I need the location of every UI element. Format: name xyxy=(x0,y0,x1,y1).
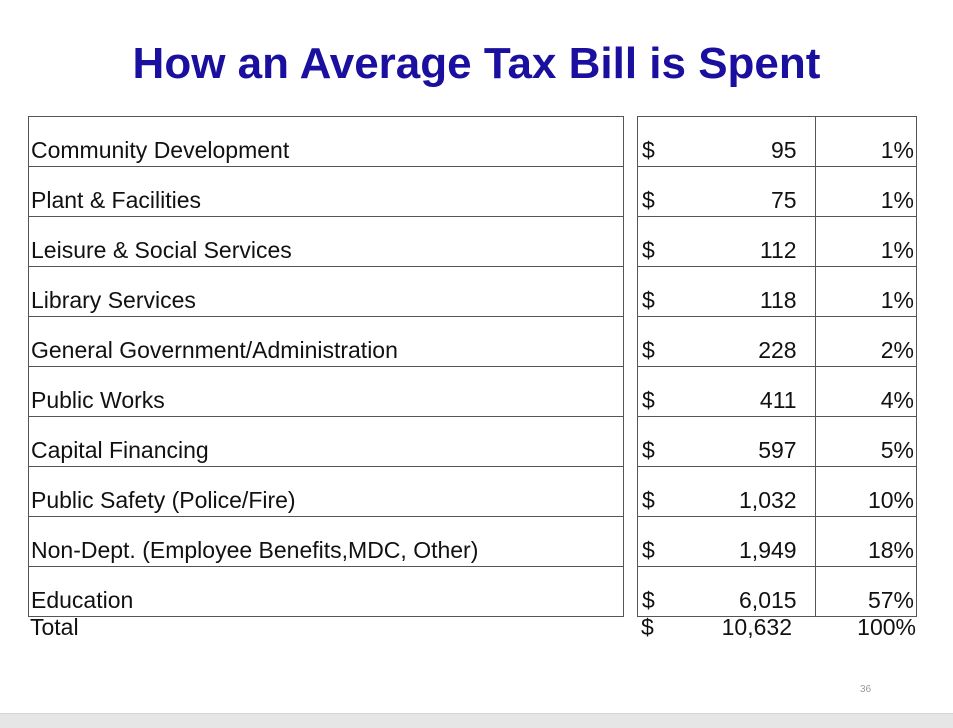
amount-cell: $112 xyxy=(637,216,816,267)
amount-value: 6,015 xyxy=(739,587,797,613)
category-cell: Public Works xyxy=(28,366,624,417)
percent-cell: 10% xyxy=(814,466,918,517)
amount-row: $6,015 57% xyxy=(637,566,918,617)
category-row: Education xyxy=(28,566,624,617)
percent-cell: 1% xyxy=(814,216,918,267)
currency-symbol: $ xyxy=(642,237,655,263)
total-percent: 100% xyxy=(857,614,916,640)
category-table: Community Development Plant & Facilities L… xyxy=(28,116,624,617)
amount-value: 1,949 xyxy=(739,537,797,563)
category-row: Community Development xyxy=(28,116,624,167)
currency-symbol: $ xyxy=(642,587,655,613)
currency-symbol: $ xyxy=(642,187,655,213)
amount-cell: $1,032 xyxy=(637,466,816,517)
category-cell: Library Services xyxy=(28,266,624,317)
amount-row: $75 1% xyxy=(637,166,918,217)
currency-symbol: $ xyxy=(642,137,655,163)
category-cell: Capital Financing xyxy=(28,416,624,467)
currency-symbol: $ xyxy=(642,437,655,463)
amount-value: 1,032 xyxy=(739,487,797,513)
amount-value: 597 xyxy=(758,437,797,463)
amount-row: $411 4% xyxy=(637,366,918,417)
category-row: Capital Financing xyxy=(28,416,624,467)
amount-row: $228 2% xyxy=(637,316,918,367)
slide-title: How an Average Tax Bill is Spent xyxy=(132,39,821,88)
slide: How an Average Tax Bill is Spent Communi… xyxy=(28,39,918,695)
amount-cell: $75 xyxy=(637,166,816,217)
category-row: General Government/Administration xyxy=(28,316,624,367)
category-row: Non-Dept. (Employee Benefits,MDC, Other) xyxy=(28,516,624,567)
slide-number: 36 xyxy=(860,684,872,695)
percent-cell: 1% xyxy=(814,166,918,217)
window-bottom-strip xyxy=(0,713,953,728)
amount-table: $95 1% $75 1% $112 1% $118 1% $228 2% $411 4% $597 5%… xyxy=(637,116,918,617)
category-cell: General Government/Administration xyxy=(28,316,624,367)
category-cell: Non-Dept. (Employee Benefits,MDC, Other) xyxy=(28,516,624,567)
currency-symbol: $ xyxy=(642,337,655,363)
category-cell: Community Development xyxy=(28,116,624,167)
percent-cell: 5% xyxy=(814,416,918,467)
amount-row: $1,949 18% xyxy=(637,516,918,567)
category-row: Library Services xyxy=(28,266,624,317)
amount-cell: $228 xyxy=(637,316,816,367)
amount-value: 75 xyxy=(770,187,797,213)
currency-symbol: $ xyxy=(642,387,655,413)
currency-symbol: $ xyxy=(642,537,655,563)
amount-cell: $118 xyxy=(637,266,816,317)
category-row: Leisure & Social Services xyxy=(28,216,624,267)
total-amount: 10,632 xyxy=(721,614,792,640)
amount-row: $95 1% xyxy=(637,116,918,167)
currency-symbol: $ xyxy=(642,487,655,513)
currency-symbol: $ xyxy=(642,287,655,313)
amount-cell: $597 xyxy=(637,416,816,467)
amount-cell: $95 xyxy=(637,116,816,167)
percent-cell: 1% xyxy=(814,266,918,317)
category-cell: Leisure & Social Services xyxy=(28,216,624,267)
category-cell: Education xyxy=(28,566,624,617)
category-row: Public Works xyxy=(28,366,624,417)
category-cell: Plant & Facilities xyxy=(28,166,624,217)
category-row: Public Safety (Police/Fire) xyxy=(28,466,624,517)
total-currency-symbol: $ xyxy=(641,614,654,640)
amount-cell: $411 xyxy=(637,366,816,417)
percent-cell: 4% xyxy=(814,366,918,417)
amount-cell: $6,015 xyxy=(637,566,816,617)
amount-value: 411 xyxy=(759,387,797,413)
percent-cell: 1% xyxy=(814,116,918,167)
amount-row: $112 1% xyxy=(637,216,918,267)
amount-value: 112 xyxy=(759,237,797,263)
percent-cell: 2% xyxy=(814,316,918,367)
category-cell: Public Safety (Police/Fire) xyxy=(28,466,624,517)
amount-value: 228 xyxy=(758,337,797,363)
amount-value: 118 xyxy=(759,287,797,313)
percent-cell: 57% xyxy=(814,566,918,617)
percent-cell: 18% xyxy=(814,516,918,567)
amount-row: $118 1% xyxy=(637,266,918,317)
amount-value: 95 xyxy=(770,137,797,163)
amount-row: $1,032 10% xyxy=(637,466,918,517)
amount-cell: $1,949 xyxy=(637,516,816,567)
amount-row: $597 5% xyxy=(637,416,918,467)
category-row: Plant & Facilities xyxy=(28,166,624,217)
total-label: Total xyxy=(30,614,79,640)
